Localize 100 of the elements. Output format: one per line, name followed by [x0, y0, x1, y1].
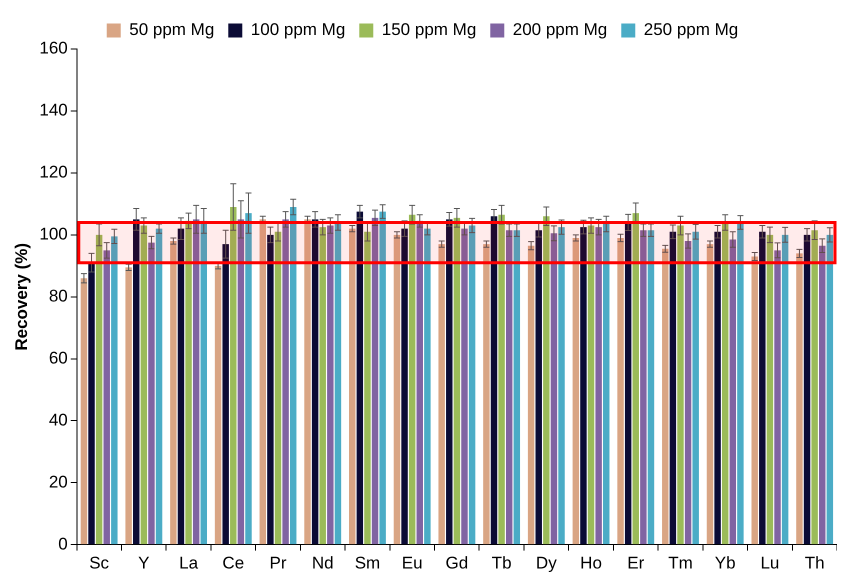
y-tick-label: 20: [48, 472, 68, 492]
bar: [238, 219, 244, 544]
x-tick-label: Y: [138, 553, 150, 572]
bar: [214, 266, 222, 544]
bar: [722, 222, 728, 544]
y-tick-label: 160: [39, 38, 68, 58]
bar: [334, 222, 342, 544]
bar: [782, 234, 788, 544]
bar: [588, 226, 594, 544]
bar: [103, 250, 110, 544]
x-tick-label: Dy: [536, 553, 558, 572]
y-tick-label: 120: [39, 162, 68, 182]
bar: [267, 234, 274, 544]
bar: [349, 228, 356, 544]
x-tick-label: Ho: [580, 553, 602, 572]
bar: [379, 212, 386, 544]
bar: [461, 228, 468, 544]
x-tick-label: Eu: [402, 553, 423, 572]
bar: [290, 206, 296, 544]
legend-label: 100 ppm Mg: [250, 20, 346, 40]
bar: [170, 241, 177, 544]
bar: [811, 230, 818, 544]
bar: [424, 228, 431, 544]
x-tick-label: Lu: [760, 553, 780, 572]
bar: [714, 232, 721, 544]
x-tick-label: Gd: [446, 553, 468, 572]
bar: [558, 227, 565, 544]
bar: [125, 267, 132, 544]
bar: [192, 219, 200, 544]
bar: [111, 236, 118, 544]
bar: [528, 246, 534, 544]
bar: [617, 238, 624, 544]
bar: [603, 224, 610, 544]
bar: [819, 246, 826, 544]
bar: [260, 219, 266, 544]
y-tick-label: 60: [48, 348, 68, 368]
bar: [759, 232, 766, 544]
bar: [438, 244, 445, 544]
bar: [774, 250, 781, 544]
x-tick-label: Ce: [222, 553, 244, 572]
bar: [133, 219, 140, 544]
legend-label: 200 ppm Mg: [512, 20, 608, 40]
bar: [148, 242, 155, 544]
bar: [327, 226, 334, 544]
bar: [222, 244, 229, 544]
x-tick-label: Tm: [668, 553, 693, 572]
bar: [737, 222, 744, 544]
bar: [230, 206, 237, 544]
bar: [514, 230, 520, 544]
bar: [156, 228, 162, 544]
bar: [372, 218, 378, 544]
y-tick-label: 40: [48, 410, 68, 430]
bar: [178, 228, 184, 544]
bar: [572, 238, 580, 544]
bar: [662, 248, 669, 544]
bar: [804, 234, 810, 544]
x-tick-label: Tb: [492, 553, 512, 572]
bar: [766, 234, 774, 544]
legend-label: 250 ppm Mg: [644, 20, 738, 40]
bar: [304, 219, 311, 544]
bar: [632, 213, 639, 544]
bar: [640, 230, 647, 544]
x-tick-label: Pr: [270, 553, 287, 572]
bar: [88, 262, 95, 544]
y-axis-title: Recovery (%): [12, 242, 31, 351]
bar: [648, 230, 654, 544]
bar: [706, 244, 714, 544]
bar: [454, 218, 460, 544]
bar: [624, 222, 632, 544]
bar: [580, 227, 587, 544]
bar: [401, 228, 408, 544]
bar: [535, 230, 542, 544]
bar: [312, 219, 318, 544]
y-tick-label: 140: [39, 100, 68, 120]
bar: [80, 278, 88, 544]
x-tick-label: Er: [627, 553, 645, 572]
bar: [506, 230, 512, 544]
bar: [394, 234, 400, 544]
bar: [490, 216, 498, 544]
bar: [356, 212, 364, 544]
legend-label: 150 ppm Mg: [382, 20, 476, 40]
x-tick-label: Sc: [89, 553, 110, 572]
bar: [274, 232, 282, 544]
bar: [730, 239, 736, 544]
bar: [692, 232, 699, 544]
bar: [140, 226, 148, 544]
bar: [826, 234, 834, 544]
y-tick-label: 0: [58, 534, 68, 554]
bar: [543, 216, 550, 544]
x-tick-label: Sm: [354, 553, 380, 572]
bar: [796, 253, 803, 544]
bar: [468, 226, 476, 544]
x-tick-label: Yb: [714, 553, 736, 572]
legend-label: 50 ppm Mg: [129, 20, 214, 40]
y-tick-label: 80: [48, 286, 68, 306]
bar: [282, 219, 289, 544]
x-tick-label: Nd: [312, 553, 334, 572]
bar: [595, 227, 602, 544]
y-tick-label: 100: [39, 224, 68, 244]
bar: [319, 227, 326, 544]
